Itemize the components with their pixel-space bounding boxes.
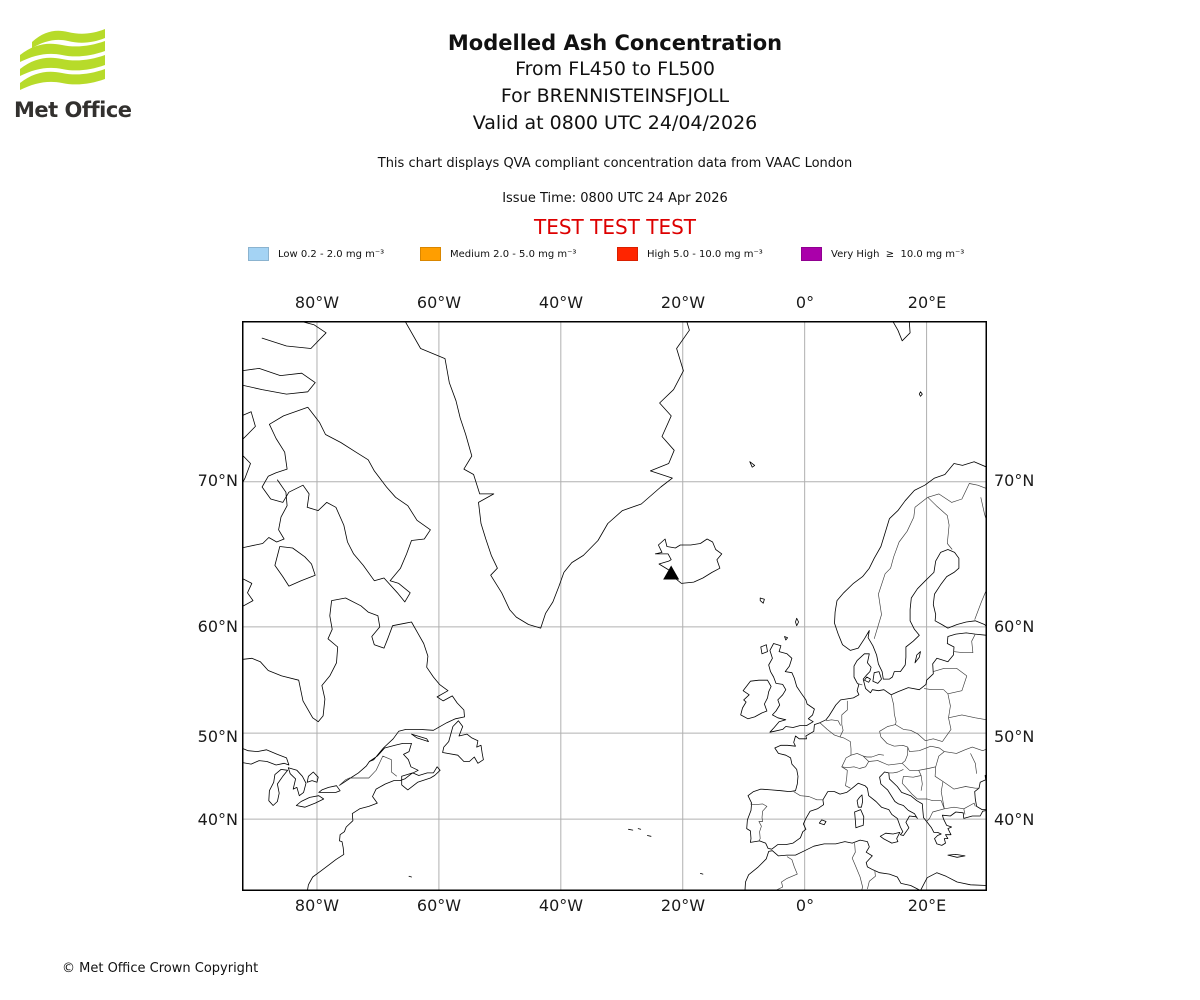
legend-swatch-low: [248, 247, 269, 261]
x-axis-label-top-20e: 20°E: [907, 293, 947, 312]
legend-swatch-high: [617, 247, 638, 261]
map-canvas: [242, 321, 987, 891]
flight-level-subtitle: From FL450 to FL500: [515, 58, 715, 80]
x-axis-label-bottom-60w: 60°W: [416, 896, 462, 915]
y-axis-label-right-70n: 70°N: [994, 471, 1035, 490]
x-axis-label-top-0: 0°: [795, 293, 815, 312]
valid-time-subtitle: Valid at 0800 UTC 24/04/2026: [472, 112, 758, 134]
legend-item-medium: Medium 2.0 - 5.0 mg m⁻³: [420, 246, 576, 262]
y-axis-label-left-50n: 50°N: [197, 727, 238, 746]
copyright-text: © Met Office Crown Copyright: [62, 961, 259, 976]
x-axis-label-bottom-20e: 20°E: [907, 896, 947, 915]
legend-item-very-high: Very High ≥ 10.0 mg m⁻³: [801, 246, 964, 262]
chart-header: Modelled Ash Concentration From FL450 to…: [235, 30, 995, 239]
y-axis-label-left-40n: 40°N: [197, 810, 238, 829]
qva-description: This chart displays QVA compliant concen…: [377, 156, 853, 171]
test-banner: TEST TEST TEST: [533, 215, 696, 239]
volcano-subtitle: For BRENNISTEINSFJOLL: [500, 85, 730, 107]
logo-waves-icon: [20, 29, 105, 90]
met-office-brand-text: Met Office: [14, 98, 132, 122]
y-axis-label-right-40n: 40°N: [994, 810, 1035, 829]
legend-swatch-medium: [420, 247, 441, 261]
y-axis-label-left-70n: 70°N: [197, 471, 238, 490]
x-axis-label-top-80w: 80°W: [294, 293, 340, 312]
legend-swatch-very-high: [801, 247, 822, 261]
x-axis-label-bottom-80w: 80°W: [294, 896, 340, 915]
volcano-triangle-icon: [663, 565, 680, 580]
x-axis-label-bottom-0: 0°: [795, 896, 815, 915]
x-axis-label-bottom-40w: 40°W: [538, 896, 584, 915]
x-axis-label-top-60w: 60°W: [416, 293, 462, 312]
map-frame: [242, 321, 987, 891]
legend-item-high: High 5.0 - 10.0 mg m⁻³: [617, 246, 763, 262]
x-axis-label-bottom-20w: 20°W: [660, 896, 706, 915]
x-axis-label-top-40w: 40°W: [538, 293, 584, 312]
y-axis-label-right-50n: 50°N: [994, 727, 1035, 746]
met-office-logo: Met Office: [14, 28, 134, 122]
legend-label-very-high: Very High ≥ 10.0 mg m⁻³: [831, 248, 965, 260]
graticule: [242, 321, 987, 891]
country-borders: [338, 483, 987, 891]
x-axis-label-top-20w: 20°W: [660, 293, 706, 312]
issue-time: Issue Time: 0800 UTC 24 Apr 2026: [502, 191, 728, 206]
y-axis-label-left-60n: 60°N: [197, 617, 238, 636]
y-axis-label-right-60n: 60°N: [994, 617, 1035, 636]
coastlines: [242, 321, 987, 891]
chart-title: Modelled Ash Concentration: [447, 31, 783, 55]
legend-label-medium: Medium 2.0 - 5.0 mg m⁻³: [450, 248, 577, 260]
legend-label-high: High 5.0 - 10.0 mg m⁻³: [647, 248, 763, 260]
legend-label-low: Low 0.2 - 2.0 mg m⁻³: [278, 248, 385, 260]
legend-item-low: Low 0.2 - 2.0 mg m⁻³: [248, 246, 384, 262]
